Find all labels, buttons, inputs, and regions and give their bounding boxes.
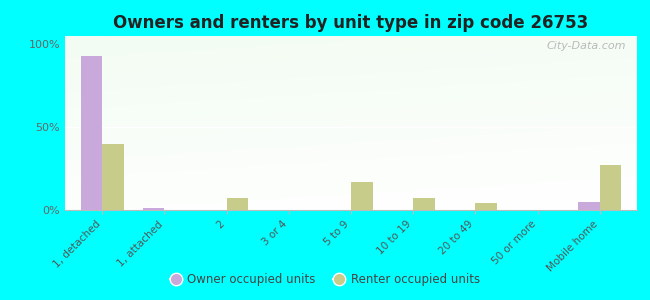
Legend: Owner occupied units, Renter occupied units: Owner occupied units, Renter occupied un… [165,269,485,291]
Bar [227,198,248,210]
Bar [475,203,497,210]
Bar [102,144,124,210]
Bar [351,182,372,210]
Bar [413,198,435,210]
Title: Owners and renters by unit type in zip code 26753: Owners and renters by unit type in zip c… [113,14,589,32]
Bar [81,56,102,210]
Bar [578,202,600,210]
Bar [600,165,621,210]
Bar [143,208,164,210]
Text: City-Data.com: City-Data.com [546,41,625,51]
